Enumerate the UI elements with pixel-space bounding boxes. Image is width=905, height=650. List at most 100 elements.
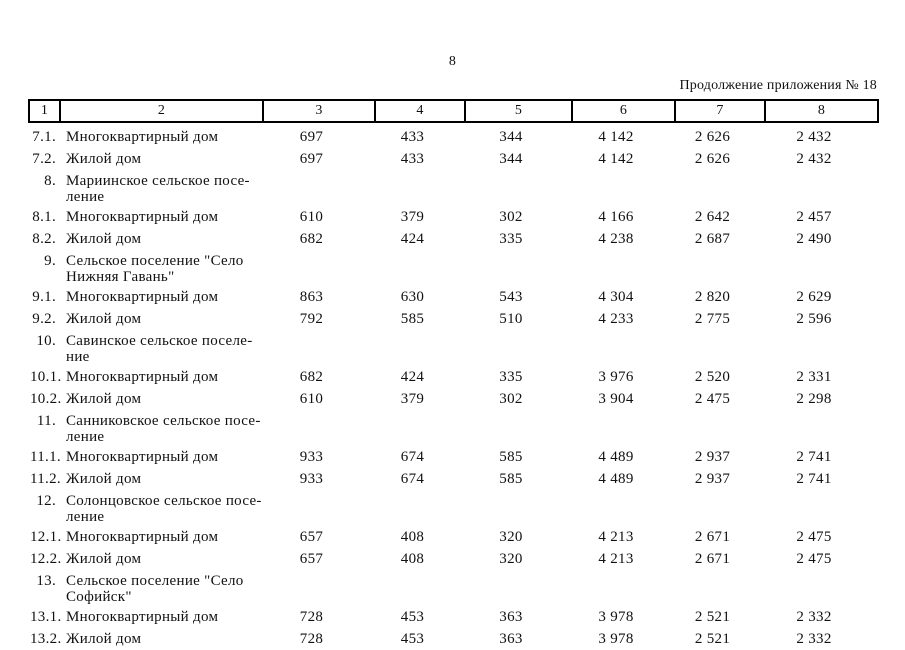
section-row: 11. Санниковское сельское посе- ление (29, 410, 878, 446)
row-number: 11.1. (30, 449, 61, 465)
value-cell: 363 (499, 631, 523, 647)
column-header-4: 4 (374, 99, 466, 123)
value-cell: 379 (400, 391, 425, 407)
value-cell: 433 (400, 151, 425, 167)
row-label: Жилой дом (66, 391, 142, 407)
value-cell: 4 166 (598, 209, 634, 225)
value-cell: 4 142 (598, 151, 634, 167)
value-cell (572, 490, 675, 526)
value-cell: 424 (400, 231, 425, 247)
row-label: Жилой дом (66, 231, 142, 247)
table-row: 11.1. Многоквартирный дом 933 674 585 4 489 2 … (29, 446, 878, 468)
table-row: 12.2. Жилой дом 657 408 320 4 213 2 671 2 475 (29, 548, 878, 570)
value-cell: 510 (499, 311, 523, 327)
value-cell: 2 626 (694, 129, 731, 145)
value-cell: 2 820 (694, 289, 731, 305)
table-row: 12.1. Многоквартирный дом 657 408 320 4 213 2 … (29, 526, 878, 548)
value-cell: 302 (499, 209, 523, 225)
value-cell: 657 (299, 529, 324, 545)
value-cell: 933 (299, 449, 324, 465)
value-cell: 2 626 (694, 151, 731, 167)
row-number: 13.2. (30, 631, 62, 647)
row-number: 7.2. (32, 151, 56, 167)
row-number: 8. (44, 173, 56, 189)
value-cell: 2 432 (796, 129, 832, 145)
row-number: 7.1. (32, 129, 56, 145)
value-cell (263, 250, 375, 286)
value-cell (675, 330, 765, 366)
value-cell (765, 250, 878, 286)
column-header-6: 6 (571, 99, 676, 123)
value-cell (465, 330, 572, 366)
value-cell: 2 671 (694, 529, 731, 545)
table-row: 8.2. Жилой дом 682 424 335 4 238 2 687 2 490 (29, 228, 878, 250)
row-number: 11. (36, 413, 56, 429)
value-cell: 2 475 (694, 391, 731, 407)
value-cell (263, 170, 375, 206)
value-cell: 302 (499, 391, 523, 407)
value-cell (675, 170, 765, 206)
value-cell (465, 490, 572, 526)
value-cell: 363 (499, 609, 523, 625)
row-number: 9. (44, 253, 56, 269)
table-row: 9.1. Многоквартирный дом 863 630 543 4 304 2 8… (29, 286, 878, 308)
row-label: Солонцовское сельское посе- ление (66, 493, 262, 525)
value-cell (263, 330, 375, 366)
value-cell (263, 570, 375, 606)
value-cell (572, 250, 675, 286)
value-cell: 2 642 (694, 209, 731, 225)
row-number: 13. (36, 573, 56, 589)
value-cell: 2 490 (796, 231, 832, 247)
value-cell: 585 (499, 471, 523, 487)
value-cell (465, 250, 572, 286)
row-number: 10.2. (30, 391, 62, 407)
value-cell: 585 (499, 449, 523, 465)
row-label: Многоквартирный дом (66, 449, 219, 465)
table-row: 13.1. Многоквартирный дом 728 453 363 3 978 2 … (29, 606, 878, 628)
value-cell: 4 489 (598, 449, 634, 465)
row-label: Сельское поселение "Село Софийск" (66, 573, 244, 605)
value-cell: 2 332 (796, 609, 832, 625)
value-cell: 2 520 (694, 369, 731, 385)
value-cell: 453 (400, 609, 425, 625)
value-cell: 610 (299, 209, 324, 225)
value-cell (765, 570, 878, 606)
value-cell (263, 410, 375, 446)
value-cell (375, 410, 465, 446)
value-cell: 335 (499, 231, 523, 247)
value-cell: 424 (400, 369, 425, 385)
row-number: 11.2. (30, 471, 61, 487)
value-cell: 408 (400, 529, 425, 545)
value-cell: 2 671 (694, 551, 731, 567)
row-number: 8.2. (32, 231, 56, 247)
value-cell: 933 (299, 471, 324, 487)
value-cell: 2 331 (796, 369, 832, 385)
value-cell: 320 (499, 551, 523, 567)
value-cell: 2 741 (796, 471, 832, 487)
value-cell (572, 170, 675, 206)
value-cell: 3 976 (598, 369, 634, 385)
value-cell (765, 490, 878, 526)
table-row: 10.2. Жилой дом 610 379 302 3 904 2 475 2 298 (29, 388, 878, 410)
value-cell: 674 (400, 471, 425, 487)
value-cell: 2 629 (796, 289, 832, 305)
row-label: Жилой дом (66, 471, 142, 487)
table-row: 9.2. Жилой дом 792 585 510 4 233 2 775 2 596 (29, 308, 878, 330)
value-cell (675, 490, 765, 526)
value-cell: 3 978 (598, 631, 634, 647)
column-header-3: 3 (262, 99, 376, 123)
value-cell: 728 (299, 609, 324, 625)
value-cell: 4 142 (598, 129, 634, 145)
value-cell (572, 330, 675, 366)
value-cell: 3 904 (598, 391, 634, 407)
column-header-1: 1 (28, 99, 61, 123)
row-number: 13.1. (30, 609, 62, 625)
page-number: 8 (448, 54, 457, 69)
value-cell: 792 (299, 311, 324, 327)
value-cell: 657 (299, 551, 324, 567)
table-row: 7.1. Многоквартирный дом 697 433 344 4 142 2 6… (29, 122, 878, 148)
value-cell: 408 (400, 551, 425, 567)
value-cell (465, 410, 572, 446)
section-row: 13. Сельское поселение "Село Софийск" (29, 570, 878, 606)
column-header-5: 5 (464, 99, 573, 123)
